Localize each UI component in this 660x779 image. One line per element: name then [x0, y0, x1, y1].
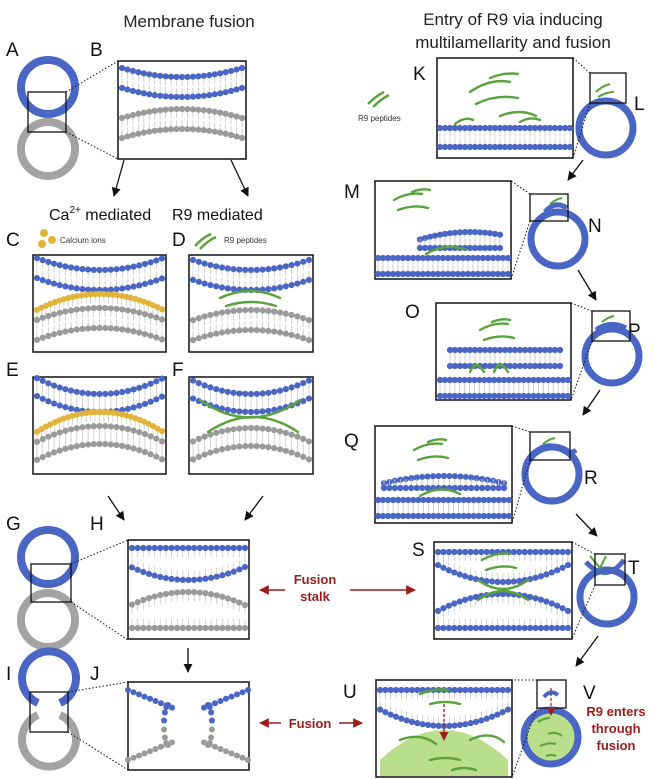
panel-label-a: A — [6, 40, 19, 61]
panel-label-q: Q — [344, 431, 359, 452]
zoom-box-i — [29, 691, 69, 733]
panel-d-box — [188, 254, 314, 353]
zoom-box-n — [529, 193, 569, 222]
zoom-box-r — [529, 431, 571, 461]
arrow-b-to-c — [111, 159, 125, 197]
vesicle-pair-g — [17, 526, 129, 651]
vesicle-n — [510, 180, 589, 280]
panel-f-box — [188, 376, 314, 475]
panel-label-i: I — [6, 664, 11, 685]
arrow-b-to-d — [230, 159, 249, 197]
r9-peptides-label-d: R9 peptides — [224, 236, 267, 245]
panel-label-d: D — [172, 230, 186, 251]
header-r9-entry-line2: multilamellarity and fusion — [415, 33, 611, 52]
panel-label-j: J — [90, 664, 100, 685]
r9-enters-label-line2: through — [591, 721, 640, 736]
arrow-l-to-n — [567, 159, 584, 181]
vesicle-t — [571, 541, 638, 640]
panel-k-box — [436, 57, 574, 159]
r9-enters-label-line3: fusion — [597, 738, 636, 753]
arrow-p-to-r — [582, 389, 601, 416]
panel-m-box — [374, 180, 512, 280]
panel-label-m: M — [344, 182, 360, 203]
arrow-r-to-t — [575, 513, 598, 537]
panel-label-c: C — [6, 230, 20, 251]
panel-label-n: N — [588, 216, 602, 237]
zoom-box-a — [27, 91, 67, 133]
panel-label-h: H — [90, 514, 104, 535]
zoom-box-l — [589, 72, 627, 104]
panel-label-l: L — [634, 94, 645, 115]
r9-peptides-label-k: R9 peptides — [358, 114, 401, 123]
panel-label-s: S — [412, 540, 425, 561]
panel-u-box — [375, 679, 513, 778]
vesicle-v — [511, 679, 582, 778]
panel-label-r: R — [584, 468, 598, 489]
panel-label-e: E — [6, 360, 19, 381]
calcium-ions-legend: Calcium ions — [38, 229, 106, 248]
panel-c-box — [32, 254, 167, 353]
vesicle-l — [572, 57, 637, 159]
header-membrane-fusion: Membrane fusion — [123, 12, 254, 31]
panel-label-b: B — [90, 40, 103, 61]
r9-peptides-legend-k: R9 peptides — [358, 90, 401, 123]
panel-j-box — [125, 681, 251, 771]
ca-mediated-label: Ca2+ mediated — [49, 205, 151, 224]
panel-label-o: O — [405, 302, 420, 323]
fusion-stalk-label-line1: Fusion — [294, 572, 337, 587]
panel-label-f: F — [172, 360, 184, 381]
panel-e-box — [32, 375, 167, 475]
arrow-t-to-v — [575, 635, 599, 667]
vesicle-pair-a — [17, 56, 119, 180]
r9-peptides-legend-d: R9 peptides — [194, 232, 267, 250]
panel-o-box — [435, 302, 572, 401]
panel-h-box — [127, 539, 250, 640]
fusion-label: Fusion — [289, 716, 332, 731]
panel-s-box — [433, 541, 573, 640]
r9-mediated-label: R9 mediated — [172, 207, 263, 224]
r9-enters-label-line1: R9 enters — [586, 704, 645, 719]
zoom-box-g — [30, 563, 72, 603]
panel-b-box — [117, 60, 247, 160]
vesicle-pair-i — [18, 647, 129, 771]
vesicle-r — [511, 425, 583, 524]
vesicle-p — [570, 302, 643, 401]
header-r9-entry-line1: Entry of R9 via inducing — [423, 10, 603, 29]
panel-label-g: G — [6, 514, 21, 535]
zoom-box-t — [594, 553, 626, 586]
panel-label-k: K — [413, 64, 426, 85]
arrow-n-to-p — [577, 269, 597, 301]
panel-q-box — [374, 425, 513, 524]
panel-label-t: T — [628, 558, 640, 579]
arrow-f-to-h — [244, 495, 264, 521]
panel-label-v: V — [583, 683, 596, 704]
zoom-box-p — [591, 310, 631, 342]
calcium-ions-label: Calcium ions — [60, 236, 106, 245]
fusion-stalk-label-line2: stalk — [300, 589, 330, 604]
arrow-e-to-h — [107, 495, 125, 521]
panel-label-u: U — [343, 682, 357, 703]
